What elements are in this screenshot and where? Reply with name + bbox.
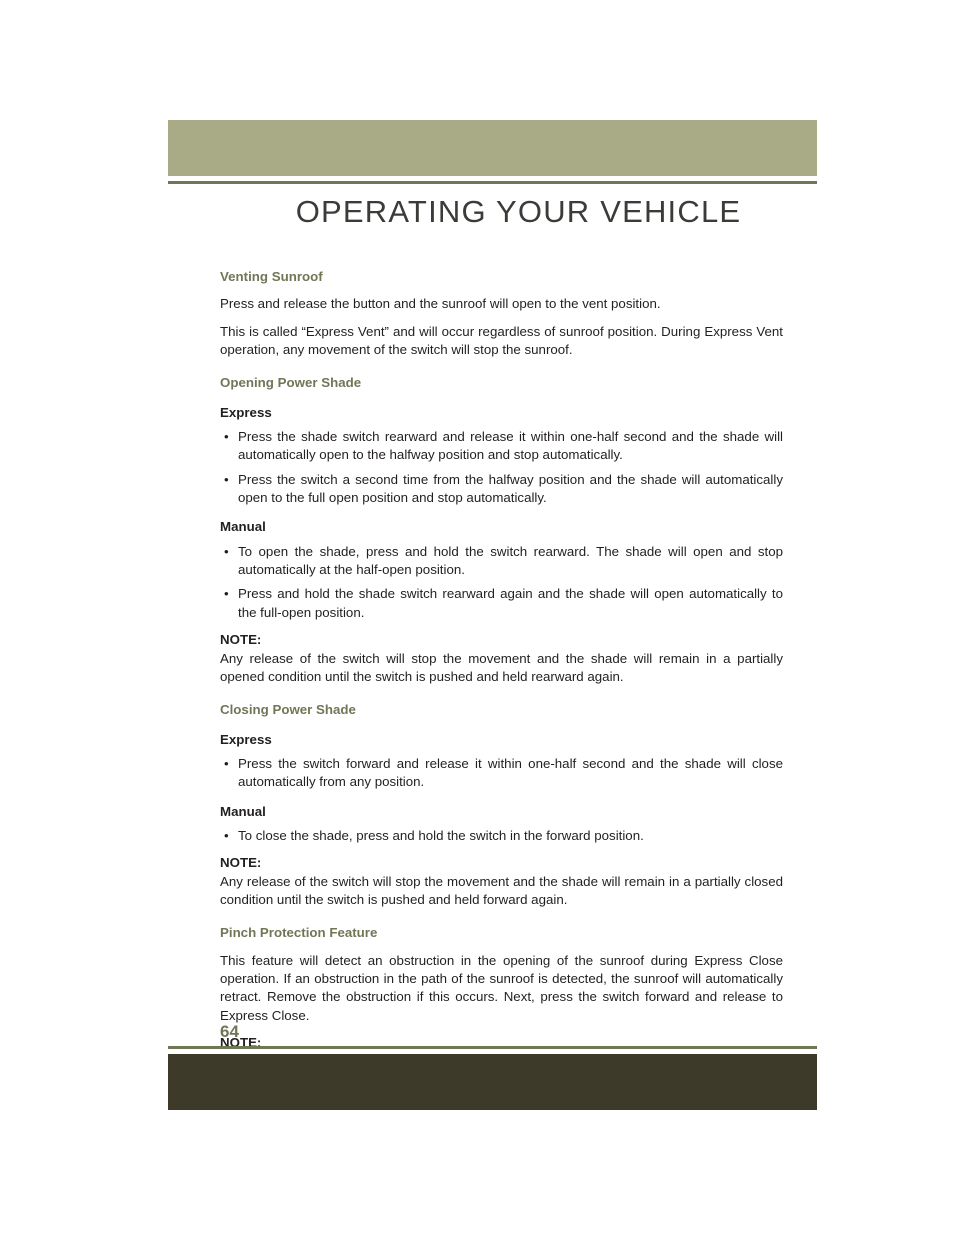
subsection-heading: Manual [220, 518, 783, 536]
list-item: Press and hold the shade switch rearward… [220, 585, 783, 622]
bullet-list: Press the shade switch rearward and rele… [220, 428, 783, 507]
subsection-heading: Manual [220, 803, 783, 821]
section-heading: Opening Power Shade [220, 374, 783, 392]
list-item: Press the switch forward and release it … [220, 755, 783, 792]
list-item: Press the switch a second time from the … [220, 471, 783, 508]
section-heading: Closing Power Shade [220, 701, 783, 719]
subsection-heading: Express [220, 731, 783, 749]
body-paragraph: This is called “Express Vent” and will o… [220, 323, 783, 360]
page-number: 64 [220, 1022, 239, 1042]
footer-color-band [168, 1054, 817, 1110]
note-label: NOTE: [220, 854, 783, 872]
bullet-list: To open the shade, press and hold the sw… [220, 543, 783, 622]
list-item: To close the shade, press and hold the s… [220, 827, 783, 845]
header-color-band [168, 120, 817, 176]
note-text: Any release of the switch will stop the … [220, 650, 783, 687]
header-rule [168, 181, 817, 184]
list-item: Press the shade switch rearward and rele… [220, 428, 783, 465]
bullet-list: Press the switch forward and release it … [220, 755, 783, 792]
footer-rule [168, 1046, 817, 1049]
note-label: NOTE: [220, 631, 783, 649]
section-heading: Venting Sunroof [220, 268, 783, 286]
list-item: To open the shade, press and hold the sw… [220, 543, 783, 580]
bullet-list: To close the shade, press and hold the s… [220, 827, 783, 845]
subsection-heading: Express [220, 404, 783, 422]
page-content: Venting Sunroof Press and release the bu… [220, 268, 783, 1095]
body-paragraph: Press and release the button and the sun… [220, 295, 783, 313]
note-label: NOTE: [220, 1034, 783, 1052]
body-paragraph: This feature will detect an obstruction … [220, 952, 783, 1025]
note-text: Any release of the switch will stop the … [220, 873, 783, 910]
section-heading: Pinch Protection Feature [220, 924, 783, 942]
page-title: OPERATING YOUR VEHICLE [220, 194, 817, 230]
